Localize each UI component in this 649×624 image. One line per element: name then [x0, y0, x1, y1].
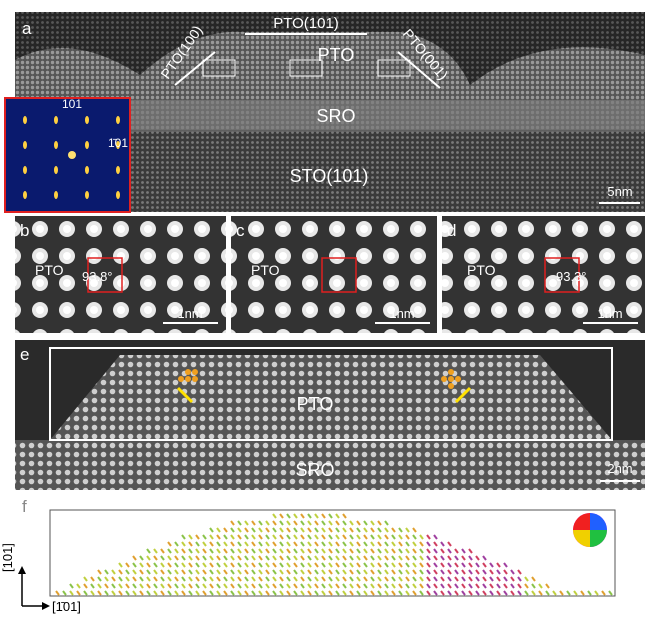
axis-label: [1̄01] [52, 599, 81, 614]
panel-f: f [101] [1̄01] [0, 497, 615, 614]
scale-bar-label: 2nm [607, 461, 632, 476]
panel-d: d PTO 93.3° 1nm [442, 216, 645, 333]
panel-label: a [22, 19, 32, 38]
panel-a: a PTO(101) PTO(100) PTO(001) PTO SRO STO… [5, 12, 645, 212]
scale-bar-label: 1nm [389, 306, 414, 321]
panel-e: e PTO SRO 2nm [15, 340, 645, 490]
scale-bar-label: 5nm [607, 184, 632, 199]
axis-label: [101] [0, 543, 15, 572]
region-label: PTO [467, 262, 496, 278]
angle-label: 93.8° [82, 269, 113, 284]
panel-label: d [447, 221, 456, 240]
panel-c: c PTO 1nm [231, 216, 437, 333]
panel-label: f [22, 497, 27, 516]
region-label: STO(101) [290, 166, 369, 186]
panel-label: e [20, 345, 29, 364]
panel-label: b [20, 221, 29, 240]
panel-b: b PTO 93.8° 1nm [15, 216, 226, 333]
panel-label: c [236, 221, 245, 240]
angle-label: 93.3° [556, 269, 587, 284]
region-label: PTO [318, 45, 355, 65]
region-label: SRO [316, 106, 355, 126]
region-label: PTO [251, 262, 280, 278]
fft-label: 1̄01 [108, 136, 128, 150]
region-label: PTO [35, 262, 64, 278]
scale-bar-label: 1nm [597, 306, 622, 321]
figure: a PTO(101) PTO(100) PTO(001) PTO SRO STO… [0, 0, 649, 619]
region-label: PTO [297, 394, 334, 414]
fft-label: 101 [62, 97, 82, 111]
scale-bar-label: 1nm [177, 306, 202, 321]
region-label: SRO [295, 460, 334, 480]
facet-label: PTO(101) [273, 15, 339, 32]
